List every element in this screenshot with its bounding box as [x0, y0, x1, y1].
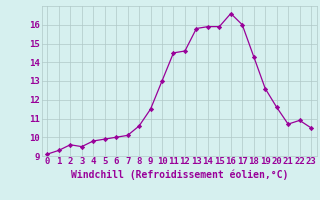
X-axis label: Windchill (Refroidissement éolien,°C): Windchill (Refroidissement éolien,°C)	[70, 169, 288, 180]
